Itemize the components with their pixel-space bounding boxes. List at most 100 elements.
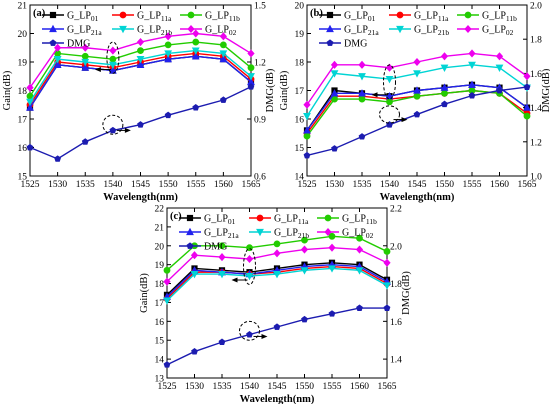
data-point [358,60,366,69]
data-point [190,251,199,260]
data-point [441,100,448,108]
y-tick-label: 18 [18,87,28,97]
y-tick-label: 15 [18,173,28,183]
data-point [218,271,226,279]
y2-tick-label: 1.8 [390,280,402,290]
data-point [54,43,62,52]
y-tick-label: 19 [155,261,165,271]
data-point [328,265,336,273]
data-point [218,242,226,250]
data-point [81,58,90,67]
y-tick-label: 15 [295,144,305,154]
legend: G_LP01 G_LP11a G_LP11b G_LP21a G_LP21b G_LP02… [319,11,517,50]
data-point [53,60,62,68]
legend: G_LP01 G_LP11a G_LP11b G_LP21a G_LP21b G_LP02… [42,11,240,50]
x-tick-label: 1550 [159,180,178,190]
legend-swatch-marker [396,25,404,34]
data-point [245,254,254,264]
x-tick-label: 1545 [131,180,150,190]
legend-label: G_LP11b [342,214,377,227]
legend-swatch-marker [49,11,57,19]
data-point [330,89,339,97]
data-point [192,104,200,111]
data-point [328,232,336,240]
legend-label: G_LP11b [205,11,240,24]
y-tick-label: 19 [18,59,28,69]
series-g-lp21a [303,80,531,134]
x-tick-label: 1530 [48,180,67,190]
y2-tick-label: 1.8 [530,36,542,46]
y-tick-label: 14 [155,356,165,366]
legend-label: G_LP11a [137,11,172,24]
dmg-arrow-head [124,127,131,133]
chart-panel-b: 1525 1530 1535 1540 1545 1550 1555 1560 1565 14 15… [279,2,550,204]
series-g-lp21b [26,47,255,107]
data-point [219,96,227,103]
data-point [109,55,117,63]
data-point [26,103,34,111]
legend-label: G_LP11a [274,214,309,227]
gain-highlight-ellipse [106,41,120,74]
gain-highlight-ellipse [383,64,396,100]
series-g-lp21b [163,265,391,305]
data-point [495,52,504,61]
legend-swatch-marker [119,11,127,19]
legend-label: G_LP02 [205,25,237,38]
y2-axis-label: DMG(dB) [265,68,276,112]
data-point [81,43,89,52]
data-point [301,315,308,323]
x-axis-label: Wavelength(nm) [380,192,455,203]
x-tick-label: 1550 [435,180,454,190]
y-tick-label: 18 [155,280,165,290]
series-g-lp02 [26,29,255,92]
x-tick-label: 1525 [158,382,177,392]
y2-tick-label: 0.9 [254,116,266,126]
dmg-arrow-head [401,117,408,123]
data-point [81,63,90,71]
series-line [166,307,387,366]
legend-swatch-marker [464,11,472,19]
data-point [273,271,281,279]
y-tick-label: 22 [155,205,165,215]
chart-panel-c: 1525 1530 1535 1540 1545 1550 1555 1560 1565 13 14… [139,205,412,404]
data-point [109,46,117,55]
legend-label: G_LP02 [342,228,374,241]
legend-swatch-marker [256,228,264,237]
x-tick-label: 1540 [103,180,122,190]
legend-label: G_LP01 [204,214,236,227]
x-tick-label: 1550 [295,382,314,392]
y-tick-label: 20 [295,2,305,12]
legend-swatch-marker [186,214,194,222]
data-point [219,50,228,58]
data-point [246,330,253,338]
panel-label: (c) [170,211,182,222]
legend-swatch-marker [326,39,334,46]
data-point [440,52,449,61]
data-point [440,83,449,91]
data-point [330,60,339,69]
data-point [523,112,531,120]
data-point [495,64,504,72]
legend-swatch-marker [49,24,57,33]
y-tick-label: 20 [155,242,165,252]
data-point [219,41,227,49]
data-point [355,245,364,254]
x-tick-label: 1555 [323,382,342,392]
data-point [356,304,363,312]
data-point [54,155,62,162]
annotations [371,64,408,124]
x-tick-label: 1560 [214,180,233,190]
x-tick-label: 1555 [186,180,205,190]
y2-tick-label: 1.6 [530,70,542,80]
y-tick-label: 17 [18,116,28,126]
legend-label: G_LP21a [344,25,379,38]
y-axis-label: Gain(dB) [139,273,150,313]
y-tick-label: 16 [295,116,305,126]
legend-swatch-marker [119,25,127,34]
y2-tick-label: 2.0 [390,242,402,252]
data-point [413,92,421,100]
data-point [383,282,391,290]
data-point [219,32,227,41]
data-point [163,277,171,286]
data-point [523,83,531,90]
